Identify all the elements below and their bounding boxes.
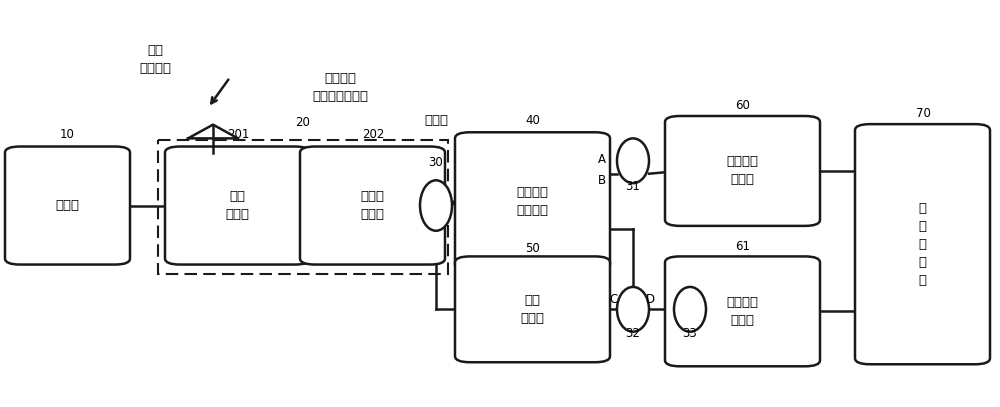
FancyBboxPatch shape xyxy=(855,124,990,364)
Text: 32: 32 xyxy=(626,327,640,340)
Text: 耦合器: 耦合器 xyxy=(424,114,448,127)
Ellipse shape xyxy=(674,287,706,332)
Text: 电
处
理
模
块: 电 处 理 模 块 xyxy=(918,202,926,287)
Text: 载波抑制
单边带调制模块: 载波抑制 单边带调制模块 xyxy=(312,72,368,103)
Text: 低速光电
探测器: 低速光电 探测器 xyxy=(726,296,759,327)
Text: D: D xyxy=(645,293,655,306)
Text: 马赫曾德
尔干涉仪: 马赫曾德 尔干涉仪 xyxy=(516,186,548,217)
Text: 低速光电
探测器: 低速光电 探测器 xyxy=(726,155,759,186)
Text: 电光
调制器: 电光 调制器 xyxy=(226,190,250,221)
FancyBboxPatch shape xyxy=(665,116,820,226)
Text: C: C xyxy=(610,293,618,306)
FancyBboxPatch shape xyxy=(165,147,310,265)
Text: 50: 50 xyxy=(526,242,540,255)
FancyBboxPatch shape xyxy=(300,147,445,265)
FancyBboxPatch shape xyxy=(665,256,820,366)
Text: 31: 31 xyxy=(626,180,640,193)
Text: 10: 10 xyxy=(60,128,74,141)
Ellipse shape xyxy=(617,287,649,332)
FancyBboxPatch shape xyxy=(5,147,130,265)
Text: A: A xyxy=(598,153,606,166)
Ellipse shape xyxy=(420,180,452,231)
Text: 61: 61 xyxy=(736,240,750,253)
Text: 202: 202 xyxy=(362,128,384,141)
Text: 光带通
滤波器: 光带通 滤波器 xyxy=(360,190,384,221)
Text: 40: 40 xyxy=(526,114,540,127)
Ellipse shape xyxy=(617,138,649,183)
Text: 待测
微波信号: 待测 微波信号 xyxy=(139,44,171,74)
FancyBboxPatch shape xyxy=(455,256,610,362)
Text: 激光源: 激光源 xyxy=(56,199,80,212)
Text: 60: 60 xyxy=(736,99,750,112)
Polygon shape xyxy=(188,125,238,138)
Text: 20: 20 xyxy=(296,116,310,129)
Text: B: B xyxy=(598,174,606,187)
Text: 70: 70 xyxy=(916,107,930,120)
Text: 33: 33 xyxy=(683,327,697,340)
FancyBboxPatch shape xyxy=(455,132,610,271)
Text: 30: 30 xyxy=(429,156,443,169)
Text: 声光
调制器: 声光 调制器 xyxy=(520,294,544,325)
Text: 201: 201 xyxy=(227,128,249,141)
